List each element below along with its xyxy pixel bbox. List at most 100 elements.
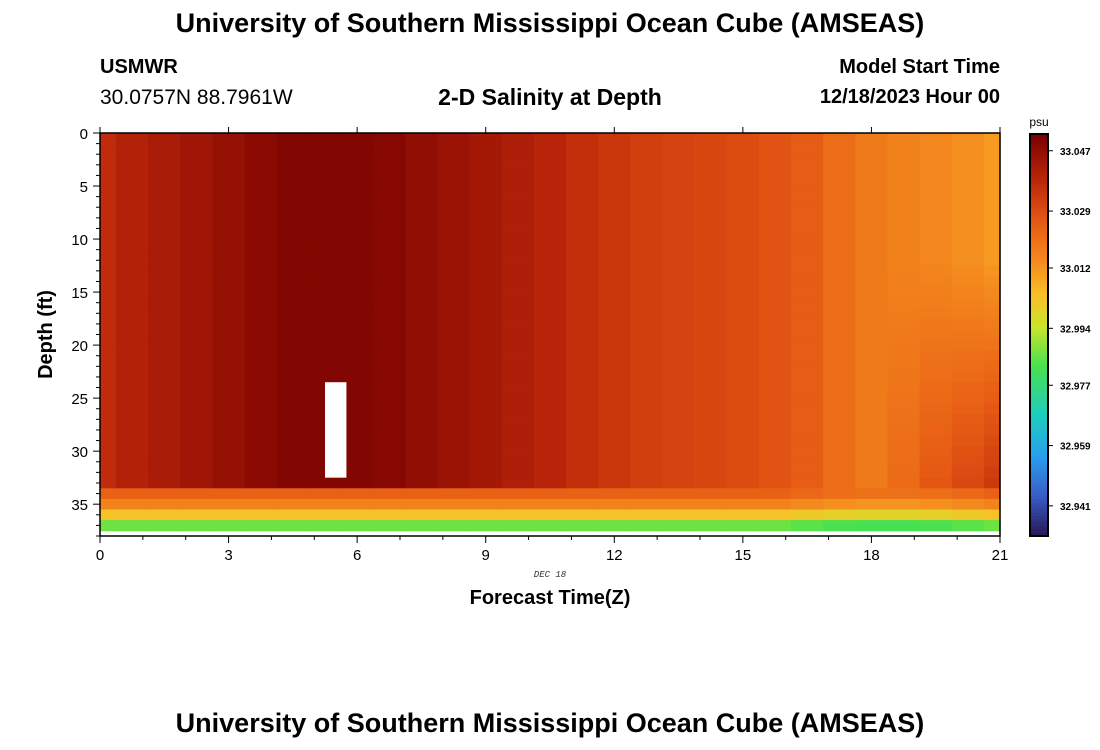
heatmap-cell — [598, 509, 631, 521]
colorbar-segment — [1030, 274, 1048, 279]
heatmap-cell — [276, 371, 310, 383]
y-axis: 0 5 10 15 20 25 30 35 — [71, 126, 100, 537]
heatmap-cell — [405, 467, 439, 479]
heatmap-cell — [855, 435, 889, 447]
heatmap-cell — [341, 456, 374, 468]
heatmap-cell — [244, 361, 278, 373]
heatmap-cell — [855, 467, 889, 479]
heatmap-cell — [758, 445, 792, 458]
heatmap-cell — [566, 403, 599, 415]
heatmap-cell — [887, 276, 921, 288]
heatmap-cell — [180, 488, 214, 500]
colorbar-segment — [1030, 529, 1048, 534]
heatmap-cell — [148, 361, 181, 373]
heatmap-cell — [373, 477, 406, 489]
heatmap-cell — [662, 509, 696, 521]
colorbar-segment — [1030, 170, 1048, 175]
heatmap-cell — [758, 223, 792, 235]
heatmap-cell — [276, 339, 310, 352]
heatmap-cell — [373, 382, 406, 394]
heatmap-cell — [308, 212, 342, 224]
heatmap-cell — [180, 180, 214, 192]
heatmap-cell — [758, 159, 792, 171]
heatmap-cell — [951, 148, 985, 161]
heatmap-cell — [662, 286, 696, 298]
heatmap-cell — [308, 286, 342, 298]
heatmap-cell — [726, 244, 760, 256]
heatmap-cell — [405, 329, 439, 341]
heatmap-cell — [566, 350, 599, 362]
heatmap-cell — [116, 244, 149, 256]
heatmap-cell — [919, 350, 953, 362]
heatmap-cell — [951, 223, 985, 235]
heatmap-cell — [533, 307, 567, 320]
heatmap-cell — [726, 191, 760, 203]
colorbar-segment — [1030, 264, 1048, 269]
heatmap-cell — [100, 233, 117, 245]
heatmap-cell — [598, 339, 631, 352]
heatmap-cell — [887, 170, 921, 182]
colorbar-segment — [1030, 502, 1048, 507]
heatmap-cell — [823, 329, 856, 341]
heatmap-cell — [694, 403, 728, 415]
colorbar-segment — [1030, 167, 1048, 172]
heatmap-cell — [662, 445, 696, 458]
heatmap-cell — [855, 339, 889, 352]
heatmap-cell — [919, 265, 953, 277]
heatmap-cell — [148, 286, 181, 298]
heatmap-cell — [212, 233, 246, 245]
heatmap-cell — [244, 350, 278, 362]
heatmap-cell — [533, 456, 567, 468]
heatmap-cell — [469, 477, 503, 489]
heatmap-cell — [630, 133, 664, 139]
heatmap-cell — [566, 424, 599, 436]
heatmap-cell — [501, 456, 535, 468]
heatmap-cell — [919, 191, 953, 203]
heatmap-cell — [951, 467, 985, 479]
colorbar-segment — [1030, 338, 1048, 343]
heatmap-cell — [244, 488, 278, 500]
heatmap-cell — [212, 456, 246, 468]
colorbar-segment — [1030, 515, 1048, 520]
heatmap-cell — [630, 414, 664, 426]
heatmap-cell — [630, 307, 664, 320]
colorbar-segment — [1030, 432, 1048, 437]
heatmap-cell — [887, 509, 921, 521]
heatmap-cell — [887, 350, 921, 362]
heatmap-cell — [662, 133, 696, 139]
heatmap-cell — [919, 509, 953, 521]
heatmap-cell — [244, 297, 278, 309]
x-tick-label: 0 — [96, 547, 104, 564]
heatmap-cell — [951, 477, 985, 489]
heatmap-cell — [100, 424, 117, 436]
heatmap-cell — [373, 133, 406, 139]
colorbar-segment — [1030, 201, 1048, 205]
heatmap-cell — [855, 520, 889, 532]
heatmap-cell — [951, 233, 985, 245]
heatmap-cell — [341, 133, 374, 139]
heatmap-cell — [855, 170, 889, 182]
heatmap-cell — [919, 159, 953, 171]
heatmap-cell — [758, 424, 792, 436]
heatmap-cell — [180, 477, 214, 489]
heatmap-cell — [212, 318, 246, 330]
heatmap-cell — [100, 170, 117, 182]
heatmap-cell — [791, 307, 824, 320]
heatmap-cell — [148, 191, 181, 203]
heatmap-cell — [726, 254, 760, 267]
heatmap-cell — [469, 498, 503, 511]
heatmap-cell — [148, 339, 181, 352]
heatmap-cell — [308, 297, 342, 309]
heatmap-cell — [244, 244, 278, 256]
heatmap-cell — [951, 265, 985, 277]
heatmap-cell — [887, 467, 921, 479]
colorbar-segment — [1030, 281, 1048, 286]
heatmap-cell — [791, 159, 824, 171]
heatmap-cell — [100, 520, 117, 532]
colorbar-segment — [1030, 469, 1048, 473]
colorbar-segment — [1030, 378, 1048, 383]
heatmap-cell — [244, 233, 278, 245]
heatmap-cell — [373, 520, 406, 532]
heatmap-cell — [437, 180, 471, 192]
heatmap-cell — [341, 212, 374, 224]
